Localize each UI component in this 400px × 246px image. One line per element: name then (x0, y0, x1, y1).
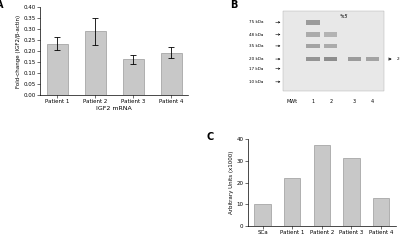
Bar (324, 44, 338, 48)
Text: 2: 2 (329, 99, 332, 104)
Text: 48 kDa: 48 kDa (249, 32, 264, 36)
Text: B: B (230, 0, 237, 10)
Y-axis label: Arbitrary Units (x1000): Arbitrary Units (x1000) (229, 151, 234, 214)
Bar (123, 59, 144, 95)
Bar (85, 31, 106, 95)
Text: 1: 1 (311, 99, 314, 104)
Text: 20 kDa: 20 kDa (249, 57, 264, 61)
Text: 10 kDa: 10 kDa (249, 80, 264, 84)
Text: A: A (0, 0, 3, 10)
Bar (284, 178, 300, 226)
Bar (324, 32, 338, 37)
Bar (324, 57, 338, 62)
Bar (47, 44, 68, 95)
Bar (343, 158, 360, 226)
Bar (306, 57, 320, 62)
Text: C: C (206, 132, 213, 142)
FancyBboxPatch shape (283, 11, 384, 92)
Bar (161, 53, 182, 95)
Y-axis label: Fold-change (IGF2/β-actin): Fold-change (IGF2/β-actin) (16, 15, 21, 88)
Bar (306, 20, 320, 25)
Text: *x5: *x5 (340, 14, 348, 19)
Bar (254, 204, 271, 226)
Bar (306, 44, 320, 48)
Text: 35 kDa: 35 kDa (249, 44, 264, 48)
Text: 3: 3 (353, 99, 356, 104)
Bar (366, 57, 379, 62)
Text: MWt: MWt (287, 99, 298, 104)
Bar (314, 145, 330, 226)
Bar (373, 198, 389, 226)
Text: 4: 4 (371, 99, 374, 104)
Text: 20 kDa: 20 kDa (398, 57, 400, 61)
Text: 75 kDa: 75 kDa (249, 20, 264, 24)
Bar (306, 32, 320, 37)
Bar (348, 57, 361, 62)
X-axis label: IGF2 mRNA: IGF2 mRNA (96, 106, 132, 110)
Text: 17 kDa: 17 kDa (249, 67, 264, 71)
